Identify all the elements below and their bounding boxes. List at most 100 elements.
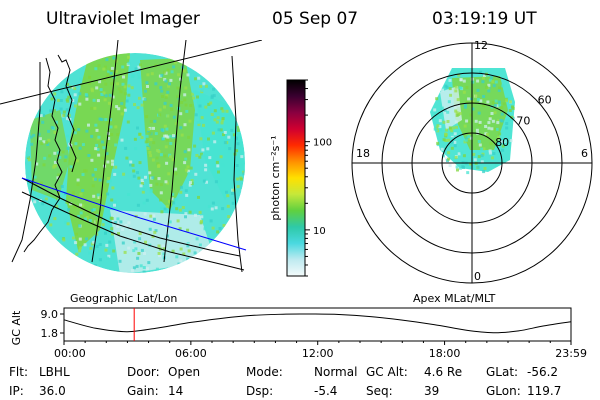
image-pixel bbox=[480, 160, 484, 164]
image-pixel bbox=[469, 136, 473, 140]
image-pixel bbox=[107, 177, 110, 180]
image-pixel bbox=[187, 135, 191, 139]
image-pixel bbox=[165, 127, 169, 131]
image-pixel bbox=[460, 151, 464, 155]
image-pixel bbox=[127, 61, 131, 65]
image-pixel bbox=[149, 190, 153, 193]
image-pixel bbox=[102, 91, 106, 95]
image-pixel bbox=[445, 128, 449, 132]
timeline-xtick-label: 06:00 bbox=[175, 347, 207, 360]
timeline-ytick-label: 1.8 bbox=[41, 327, 59, 340]
image-pixel bbox=[123, 250, 127, 254]
image-pixel bbox=[166, 90, 170, 94]
image-pixel bbox=[457, 73, 461, 77]
image-pixel bbox=[92, 98, 96, 102]
image-pixel bbox=[136, 203, 140, 207]
image-pixel bbox=[144, 140, 148, 144]
image-pixel bbox=[117, 107, 121, 111]
image-pixel bbox=[182, 69, 186, 73]
image-pixel bbox=[104, 231, 107, 235]
image-pixel bbox=[67, 95, 71, 99]
image-pixel bbox=[95, 143, 99, 147]
image-pixel bbox=[65, 200, 69, 204]
image-pixel bbox=[453, 132, 457, 136]
image-pixel bbox=[81, 204, 85, 208]
image-pixel bbox=[494, 99, 498, 103]
image-pixel bbox=[74, 241, 78, 245]
image-pixel bbox=[186, 228, 190, 232]
image-pixel bbox=[469, 97, 473, 101]
image-pixel bbox=[163, 154, 167, 158]
image-pixel bbox=[155, 267, 159, 271]
image-pixel bbox=[476, 165, 480, 169]
image-pixel bbox=[38, 137, 42, 141]
image-pixel bbox=[111, 186, 115, 190]
image-pixel bbox=[169, 104, 173, 107]
image-pixel bbox=[210, 95, 214, 99]
image-pixel bbox=[510, 115, 514, 119]
image-pixel bbox=[65, 117, 69, 121]
image-pixel bbox=[505, 126, 509, 130]
image-pixel bbox=[463, 140, 467, 144]
image-pixel bbox=[53, 109, 56, 113]
image-pixel bbox=[112, 56, 116, 60]
image-pixel bbox=[232, 188, 236, 192]
image-pixel bbox=[154, 82, 158, 86]
image-pixel bbox=[490, 105, 494, 109]
image-pixel bbox=[69, 85, 73, 89]
image-pixel bbox=[235, 149, 239, 153]
image-pixel bbox=[113, 200, 117, 204]
image-pixel bbox=[179, 126, 183, 130]
image-pixel bbox=[100, 140, 104, 144]
image-pixel bbox=[114, 69, 118, 73]
image-pixel bbox=[480, 154, 484, 158]
image-pixel bbox=[435, 97, 439, 101]
image-pixel bbox=[136, 256, 140, 260]
image-pixel bbox=[195, 237, 199, 241]
image-pixel bbox=[178, 208, 182, 212]
image-pixel bbox=[77, 214, 81, 218]
image-pixel bbox=[482, 147, 486, 151]
image-pixel bbox=[458, 111, 462, 115]
image-pixel bbox=[211, 201, 215, 205]
image-pixel bbox=[146, 146, 150, 150]
image-pixel bbox=[55, 120, 58, 124]
image-pixel bbox=[114, 221, 118, 224]
image-pixel bbox=[202, 123, 205, 127]
image-pixel bbox=[499, 140, 503, 144]
footer-value: -56.2 bbox=[527, 365, 558, 379]
image-pixel bbox=[170, 197, 174, 201]
image-pixel bbox=[111, 74, 114, 78]
timeline-xtick-label: 18:00 bbox=[429, 347, 461, 360]
image-pixel bbox=[462, 79, 466, 83]
image-pixel bbox=[33, 191, 36, 195]
image-pixel bbox=[236, 128, 240, 132]
image-pixel bbox=[90, 89, 94, 93]
image-pixel bbox=[140, 103, 144, 107]
image-pixel bbox=[62, 113, 66, 117]
image-pixel bbox=[242, 172, 245, 176]
image-pixel bbox=[501, 148, 505, 152]
image-pixel bbox=[465, 86, 469, 89]
image-pixel bbox=[240, 155, 244, 159]
image-pixel bbox=[476, 88, 480, 92]
image-pixel bbox=[183, 93, 187, 97]
image-pixel bbox=[450, 129, 454, 133]
image-pixel bbox=[62, 238, 66, 242]
image-pixel bbox=[160, 210, 164, 214]
image-pixel bbox=[73, 131, 77, 135]
image-pixel bbox=[221, 109, 225, 113]
image-pixel bbox=[215, 120, 219, 124]
image-pixel bbox=[45, 141, 49, 145]
image-pixel bbox=[221, 117, 225, 120]
image-pixel bbox=[202, 82, 206, 86]
image-pixel bbox=[197, 100, 201, 104]
image-pixel bbox=[506, 97, 510, 101]
image-pixel bbox=[446, 120, 450, 123]
image-pixel bbox=[206, 147, 210, 151]
image-pixel bbox=[111, 163, 114, 167]
image-pixel bbox=[454, 155, 458, 159]
image-pixel bbox=[151, 234, 155, 238]
image-pixel bbox=[474, 94, 478, 98]
image-pixel bbox=[129, 160, 133, 164]
